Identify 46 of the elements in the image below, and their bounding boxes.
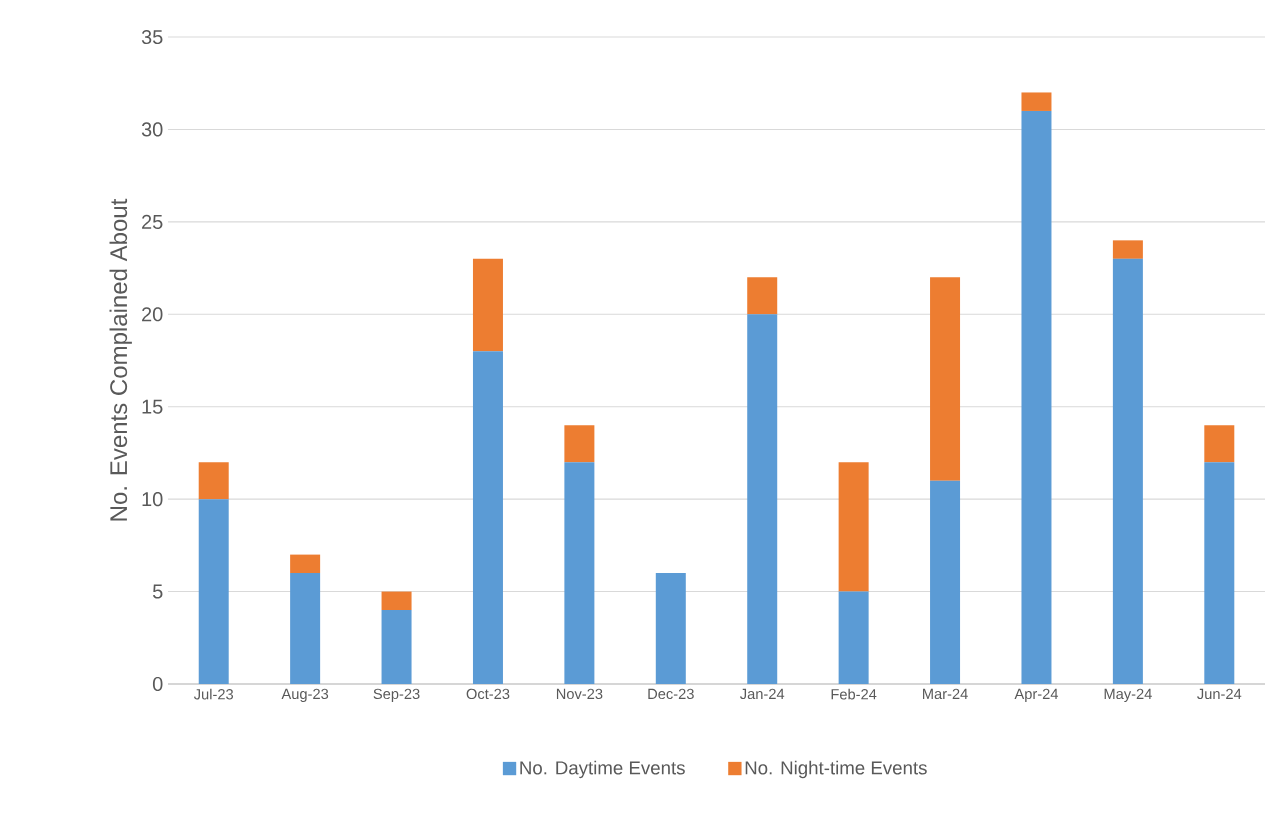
y-axis-title: No. Events Complained About [109,198,132,521]
bar [290,554,321,574]
x-tick-label: Nov-23 [556,688,603,700]
x-tick-label: Sep-23 [373,688,420,702]
bar [930,480,961,684]
bar [655,573,686,684]
x-tick-label: Feb-24 [831,688,877,700]
x-tick-label: May-24 [1104,688,1152,702]
y-tick-label: 0 [152,676,163,692]
bar [1112,240,1143,259]
x-tick-label: Jul-23 [193,688,234,700]
x-tick-label: Aug-23 [281,688,329,702]
bar [1204,425,1235,463]
bar [1112,258,1143,684]
bar [1021,92,1052,111]
bar [838,462,869,592]
bar [564,462,595,684]
bar [198,499,229,684]
y-tick-label: 35 [141,29,163,45]
y-tick-label: 5 [152,584,163,599]
x-tick-label: Jun-24 [1197,688,1242,700]
bar [381,610,412,684]
bar [290,573,321,684]
bar [747,277,778,315]
bar [747,314,778,684]
y-tick-label: 20 [142,307,163,322]
bar [472,351,503,684]
y-tick-label: 30 [141,122,163,137]
x-tick-label: Jan-24 [740,688,785,700]
bar [381,591,412,611]
y-tick-label: 10 [142,492,163,507]
bar [198,462,229,500]
bar [1204,462,1235,684]
legend-label: No. Night-time Events [745,760,927,779]
x-tick-label: Apr-24 [1014,688,1059,702]
bar [1021,110,1052,684]
bar [564,425,595,463]
bar [930,277,961,481]
legend-label: No. Daytime Events [520,760,685,779]
y-tick-label: 25 [142,214,163,229]
bar [838,591,869,684]
x-tick-label: Oct-23 [466,688,510,700]
bar [472,258,503,352]
x-tick-label: Dec-23 [648,688,694,700]
y-tick-label: 15 [142,399,163,414]
x-tick-label: Mar-24 [923,688,968,700]
